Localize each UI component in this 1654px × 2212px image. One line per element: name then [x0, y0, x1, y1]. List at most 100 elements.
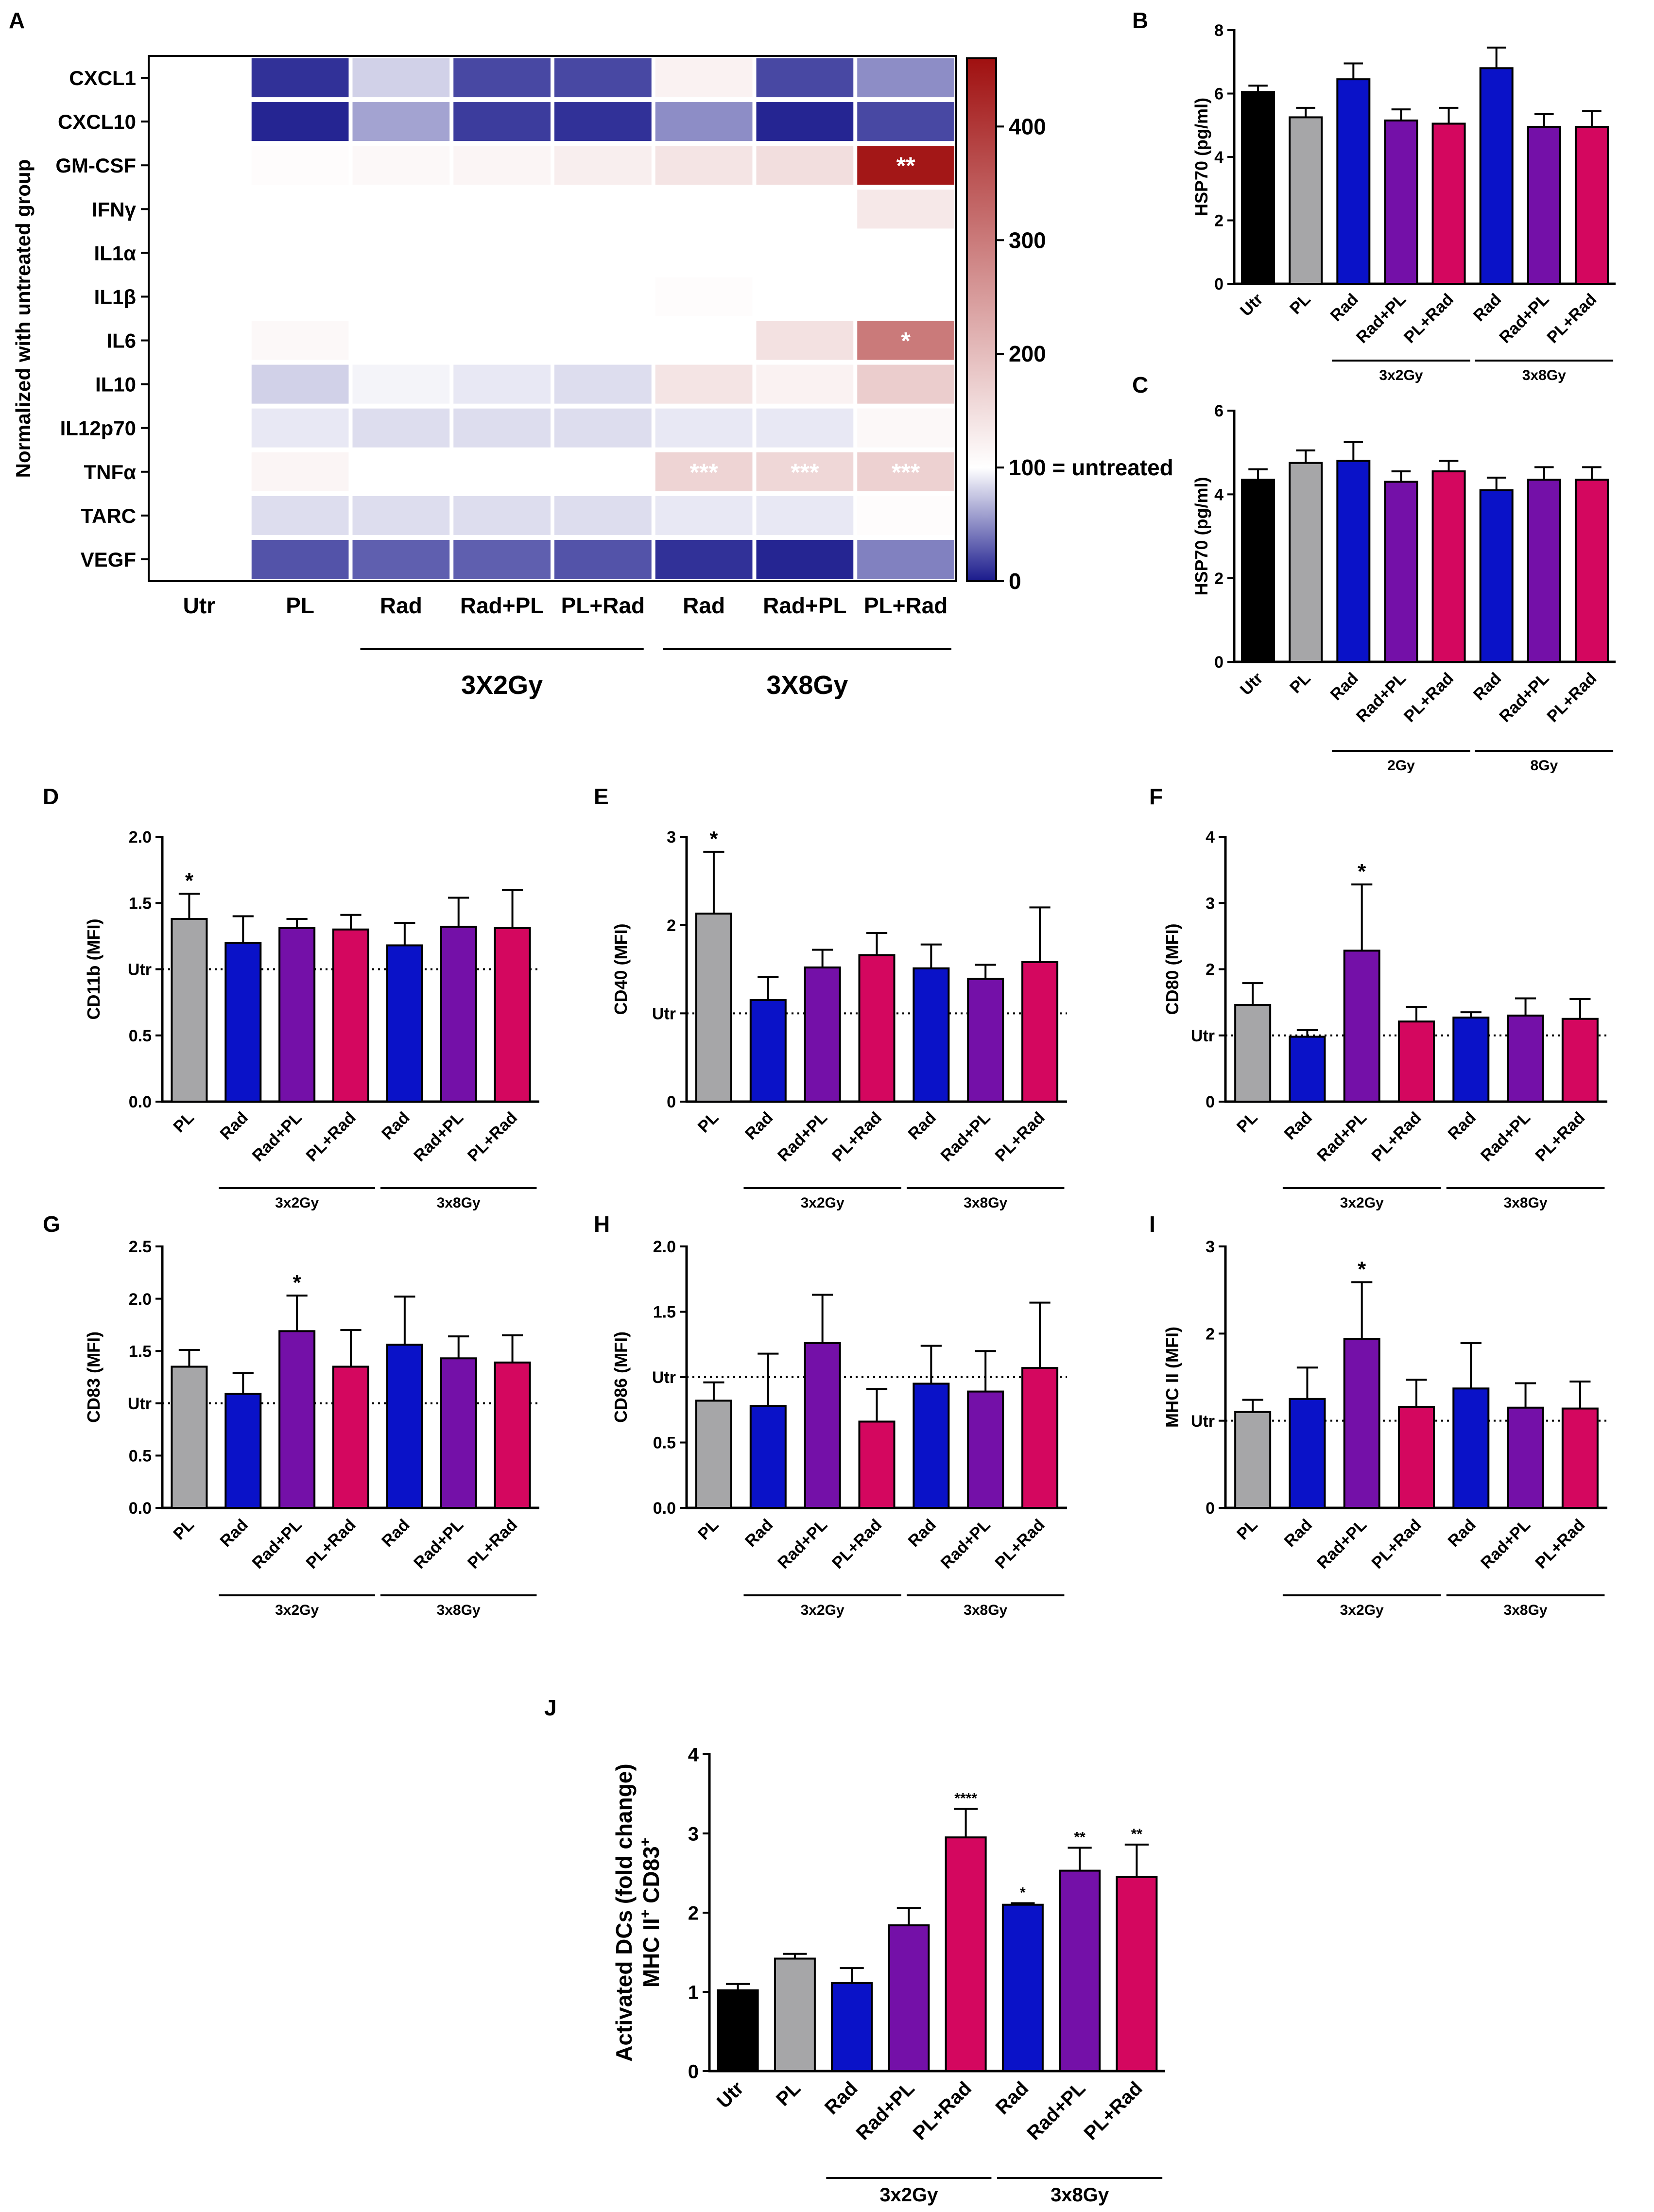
y-axis-label: CD86 (MFI): [611, 1331, 631, 1423]
significance-marker: *: [709, 827, 718, 851]
heatmap-cell: [251, 452, 349, 491]
bar: [1561, 1407, 1599, 1509]
column-label: Rad+PL: [460, 593, 544, 618]
y-tick-label: 2.0: [129, 1290, 152, 1309]
x-tick-label: Rad+PL: [1353, 669, 1410, 726]
y-tick-label: 0: [667, 1093, 676, 1111]
bar: [1289, 1398, 1326, 1509]
x-tick-label: PL+Rad: [1532, 1516, 1588, 1573]
heatmap-cell: [554, 146, 652, 185]
group-label: 3x8Gy: [1051, 2184, 1109, 2206]
panel-label-a: A: [9, 8, 25, 33]
column-label: Rad: [380, 593, 422, 618]
bar: [1479, 67, 1514, 285]
heatmap-cell: [251, 321, 349, 360]
colorbar: [966, 57, 997, 582]
colorbar-tick-label: 200: [1009, 341, 1046, 366]
y-tick-label: 0.0: [653, 1499, 676, 1518]
heatmap-cell: [453, 146, 551, 185]
heatmap-cell: [151, 452, 248, 491]
heatmap-cell: [756, 496, 854, 535]
heatmap-cell: [554, 539, 652, 579]
row-label: IL6: [106, 329, 136, 352]
x-tick-label: Rad+PL: [774, 1516, 831, 1573]
bar: [1289, 1036, 1326, 1103]
heatmap-cell: [554, 408, 652, 448]
bar: [171, 1365, 208, 1509]
x-tick-label: Rad: [1327, 669, 1362, 704]
heatmap-cell: [756, 539, 854, 579]
significance-marker: *: [1020, 1884, 1026, 1901]
heatmap-cell: [756, 190, 854, 229]
heatmap-cell: [251, 233, 349, 273]
x-tick-label: Rad: [217, 1516, 252, 1551]
bar: [1384, 481, 1418, 663]
y-axis-label: CD83 (MFI): [84, 1331, 103, 1423]
heatmap-cell: [857, 58, 954, 98]
bar: [494, 1361, 531, 1509]
heatmap-cell: [756, 58, 854, 98]
group-label: 2Gy: [1387, 758, 1415, 774]
bar: [278, 1330, 316, 1509]
bar: [1574, 126, 1609, 285]
heatmap-cell: [655, 452, 753, 491]
bar: [888, 1924, 930, 2073]
bar: [1452, 1387, 1490, 1509]
heatmap-cell: [151, 539, 248, 579]
group-label: 3x8Gy: [964, 1195, 1007, 1211]
heatmap-cell: [857, 277, 954, 316]
heatmap-cell: [151, 496, 248, 535]
y-tick-label: 2.0: [653, 1238, 676, 1256]
heatmap-cell: [352, 146, 450, 185]
heatmap-cell: [352, 496, 450, 535]
x-tick-label: Rad+PL: [1477, 1108, 1534, 1165]
x-tick-label: PL: [1233, 1108, 1261, 1137]
y-tick-label: 1.5: [653, 1303, 676, 1322]
bar: [224, 1393, 262, 1509]
panel-label-h: H: [594, 1211, 610, 1237]
y-tick-label: 4: [688, 1744, 699, 1765]
bar: [1527, 479, 1561, 663]
heatmap-cell: [453, 539, 551, 579]
bar: [1336, 78, 1371, 285]
x-tick-label: PL+Rad: [992, 1516, 1049, 1573]
heatmap-cell: [554, 190, 652, 229]
y-tick-label: 2: [667, 916, 676, 935]
heatmap-cell: [857, 496, 954, 535]
bar: [858, 1420, 896, 1509]
bar: [1021, 961, 1059, 1103]
group-label: 3x2Gy: [1340, 1602, 1384, 1618]
heatmap-cell: [352, 452, 450, 491]
panel-label-e: E: [594, 784, 609, 809]
heatmap-cell: [352, 233, 450, 273]
bar: [967, 978, 1004, 1103]
group-label: 3X8Gy: [766, 671, 848, 700]
y-axis-label: CD11b (MFI): [84, 918, 103, 1020]
heatmap-cell: [655, 496, 753, 535]
bar: [278, 927, 316, 1103]
heatmap-cell: [655, 102, 753, 141]
y-tick-label: Utr: [128, 1395, 152, 1413]
bar: [440, 926, 477, 1103]
y-tick-label: 0: [688, 2061, 699, 2082]
heatmap-cell: [251, 539, 349, 579]
group-label: 3x8Gy: [964, 1602, 1007, 1618]
heatmap-cell: [151, 321, 248, 360]
y-tick-label: 6: [1214, 402, 1223, 420]
y-axis-label: HSP70 (pg/ml): [1191, 477, 1211, 595]
bar: [945, 1836, 987, 2072]
significance-marker: *: [293, 1271, 302, 1295]
y-tick-label: Utr: [1191, 1412, 1215, 1431]
bar: [1021, 1367, 1059, 1509]
x-tick-label: PL+Rad: [1400, 290, 1457, 347]
heatmap-cell: [151, 146, 248, 185]
y-tick-label: 0.0: [129, 1093, 152, 1111]
y-tick-label: Utr: [652, 1005, 676, 1023]
colorbar-tick-label: 100 = untreated: [1009, 455, 1173, 480]
row-label: TARC: [81, 504, 136, 527]
heatmap-cell: [453, 277, 551, 316]
